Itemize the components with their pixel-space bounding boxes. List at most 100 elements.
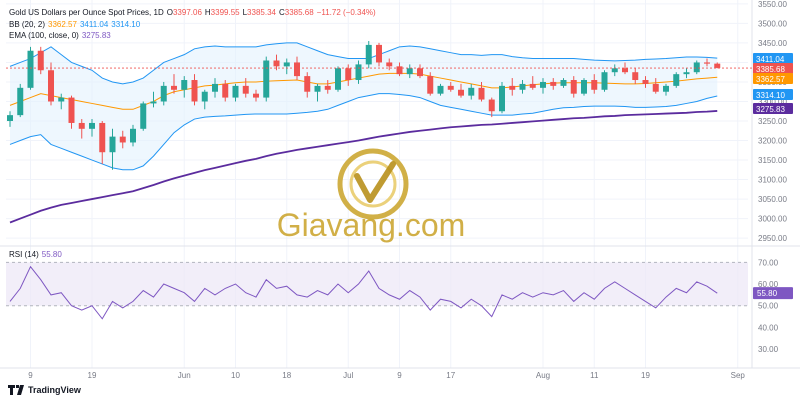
candle-body [37,50,44,71]
candle [304,72,311,98]
legend-l-value: 3385.34 [247,8,276,17]
legend-l-label: L [242,8,248,17]
candle-body [355,64,362,81]
candle [509,78,516,96]
legend-ema: EMA (100, close, 0) 3275.83 [9,31,114,40]
watermark-logo: Giavang.com [277,148,466,243]
candle [499,81,505,114]
candle-body [130,128,136,143]
price-tick-label: 3150.00 [758,156,787,165]
candle [540,78,546,94]
candle [376,42,382,67]
candle-body [478,87,485,100]
legend-bb-label: BB (20, 2) [9,20,46,29]
candle [355,60,362,84]
candle-body [673,74,680,86]
price-tick-label: 3200.00 [758,137,787,146]
candle-body [181,80,188,90]
price-tag: 3411.04 [753,53,793,64]
legend-change: −11.72 (−0.34%) [316,8,376,17]
candle-body [242,85,249,94]
candle-body [652,83,659,92]
candle [191,74,198,106]
candle-body [222,83,229,98]
candle [704,58,710,67]
time-tick-label: Jun [178,371,191,380]
rsi-price-tag-bg [753,287,793,300]
candle-body [386,62,393,67]
legend-rsi-label: RSI (14) [9,250,39,259]
time-tick-label: 18 [282,371,291,380]
candle-body [27,50,34,88]
candle-body [396,66,403,75]
candle [7,111,13,127]
candle-body [447,85,454,90]
candle-body [335,68,341,90]
candle-body [509,85,516,90]
candle-body [7,115,13,121]
candle-body [304,76,311,92]
price-tag-bg [753,63,793,74]
candle [406,64,413,79]
candle [99,121,106,164]
bollinger-lower-line [9,93,718,171]
price-tick-label: 3450.00 [758,39,787,48]
price-tag-text: 3275.83 [756,105,785,114]
candle [314,83,321,102]
candle-body [550,81,557,86]
candle-body [683,72,690,75]
price-tag-bg [753,89,793,100]
ema-100-line [9,110,718,224]
candle [683,68,690,79]
candle [714,62,721,69]
candle [201,89,208,110]
candle-body [68,97,75,123]
rsi-price-tag-text: 55.80 [757,289,778,298]
candle-body [273,60,280,67]
candle [601,70,608,92]
candle-body [109,136,116,153]
price-tick-label: 3250.00 [758,117,787,126]
candle [478,81,485,102]
candle-body [78,122,85,129]
legend-o-label: O [166,8,173,17]
candle [160,81,167,106]
candle-body [417,68,423,77]
candle [570,76,577,98]
candle-body [663,85,669,92]
candlesticks [7,40,721,170]
candle [68,95,75,129]
legend-bb-basis: 3362.57 [48,20,77,29]
candle-body [263,60,270,98]
time-tick-label: 19 [88,371,97,380]
time-tick-label: Aug [536,371,550,380]
price-tick-label: 3100.00 [758,176,787,185]
rsi-tick-label: 30.00 [758,345,779,354]
candle-body [48,70,54,102]
rsi-tick-label: 60.00 [758,280,779,289]
candle [663,83,669,96]
legend-bb-upper: 3411.04 [79,20,109,29]
candle-body [704,62,710,64]
candle [119,130,126,149]
watermark-circle-inner [349,160,397,208]
legend-rsi-value: 55.80 [41,250,62,259]
candle [232,83,239,102]
candle [632,68,639,84]
watermark-text: Giavang.com [277,207,466,243]
legend-bb: BB (20, 2) 3362.57 3411.04 3314.10 [9,20,143,29]
candle [263,56,270,102]
price-tag: 3362.57 [753,73,793,84]
time-tick-label: 9 [397,371,402,380]
price-tick-label: 3550.00 [758,0,787,9]
candle-body [376,44,382,63]
price-tag-text: 3314.10 [756,91,785,100]
bollinger-basis-line [9,72,718,110]
watermark-check-icon [354,161,396,203]
bollinger-fill [10,42,718,170]
candle-body [488,99,495,112]
time-tick-label: 17 [446,371,455,380]
tradingview-brand[interactable]: TradingView [8,385,81,395]
candle-body [140,103,147,129]
